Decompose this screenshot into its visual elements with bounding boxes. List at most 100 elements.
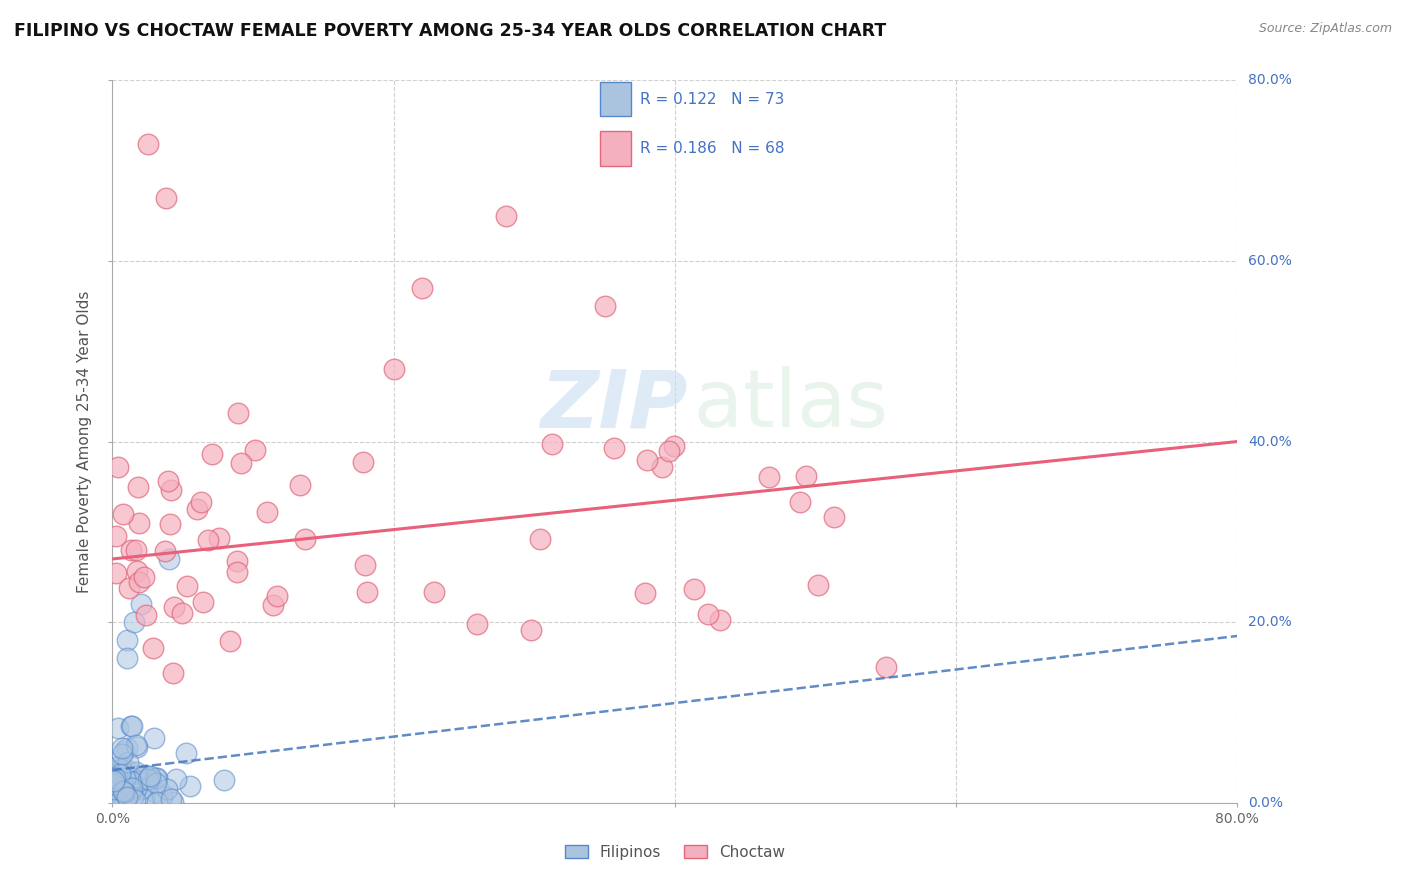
Point xyxy=(115,651,138,665)
Point xyxy=(789,494,811,508)
Point xyxy=(186,502,208,516)
Point xyxy=(127,739,149,754)
Point xyxy=(146,772,169,786)
Point xyxy=(111,775,134,789)
Point xyxy=(129,781,152,796)
Point xyxy=(105,770,128,784)
Point xyxy=(150,789,173,804)
Point xyxy=(107,766,129,780)
Point xyxy=(142,731,165,746)
Point xyxy=(170,606,193,620)
Point xyxy=(162,665,184,680)
Bar xyxy=(600,82,631,116)
Point xyxy=(294,532,316,546)
Point xyxy=(124,738,146,752)
Point xyxy=(160,792,183,806)
Point xyxy=(190,495,212,509)
Point xyxy=(107,459,129,474)
Point xyxy=(212,772,235,787)
Point xyxy=(103,771,125,785)
Point xyxy=(201,446,224,460)
Point xyxy=(156,782,179,797)
Point xyxy=(103,782,125,797)
Point xyxy=(179,779,201,793)
Point xyxy=(128,575,150,590)
Point xyxy=(155,191,177,205)
Point xyxy=(288,478,311,492)
Point xyxy=(495,209,517,223)
Point xyxy=(174,746,197,760)
Point xyxy=(162,795,184,809)
Text: 0.0%: 0.0% xyxy=(1249,796,1284,810)
Point xyxy=(135,607,157,622)
Point xyxy=(101,791,124,805)
Point xyxy=(256,505,278,519)
Text: 20.0%: 20.0% xyxy=(1249,615,1292,629)
Text: FILIPINO VS CHOCTAW FEMALE POVERTY AMONG 25-34 YEAR OLDS CORRELATION CHART: FILIPINO VS CHOCTAW FEMALE POVERTY AMONG… xyxy=(14,22,886,40)
Point xyxy=(122,615,145,630)
Point xyxy=(131,770,153,784)
Point xyxy=(262,598,284,612)
Point xyxy=(794,469,817,483)
Point xyxy=(128,773,150,788)
Point xyxy=(603,441,626,455)
Point xyxy=(111,785,134,799)
Point xyxy=(103,777,125,791)
Text: R = 0.186   N = 68: R = 0.186 N = 68 xyxy=(640,141,785,156)
Point xyxy=(124,793,146,807)
Point xyxy=(105,794,128,808)
Point xyxy=(114,785,136,799)
Point xyxy=(218,633,240,648)
Point xyxy=(176,579,198,593)
Point xyxy=(111,784,134,798)
Point xyxy=(823,510,845,524)
Point xyxy=(382,362,405,376)
Point xyxy=(139,769,162,783)
Point xyxy=(112,744,135,758)
Point xyxy=(226,565,249,579)
Point xyxy=(709,613,731,627)
Point xyxy=(125,765,148,780)
Point xyxy=(245,443,267,458)
Point xyxy=(128,516,150,530)
Point xyxy=(758,469,780,483)
Point xyxy=(228,406,250,420)
Point xyxy=(696,607,718,621)
Point xyxy=(112,785,135,799)
Point xyxy=(266,589,288,603)
Point xyxy=(465,616,488,631)
Point xyxy=(423,585,446,599)
Point xyxy=(104,529,127,543)
Point xyxy=(159,483,181,498)
Point xyxy=(136,136,159,151)
Text: ZIP: ZIP xyxy=(540,367,688,444)
Text: atlas: atlas xyxy=(540,367,889,444)
Point xyxy=(108,781,131,796)
Point xyxy=(110,778,132,792)
Point xyxy=(197,533,219,547)
Point xyxy=(117,756,139,770)
Point xyxy=(134,791,156,805)
Point xyxy=(110,791,132,805)
Point xyxy=(159,516,181,531)
Point xyxy=(121,789,143,804)
Point xyxy=(111,740,134,755)
Point xyxy=(104,788,127,802)
Point xyxy=(165,772,187,786)
Point xyxy=(231,456,253,470)
Point xyxy=(104,789,127,804)
Point xyxy=(105,763,128,777)
Text: 60.0%: 60.0% xyxy=(1249,254,1292,268)
Point xyxy=(104,566,127,580)
Point xyxy=(111,507,134,521)
Point xyxy=(163,599,186,614)
Point xyxy=(132,570,155,584)
Point xyxy=(658,444,681,458)
Point xyxy=(115,764,138,778)
Point xyxy=(127,480,149,494)
Point xyxy=(115,790,138,805)
Point xyxy=(411,281,433,295)
Point xyxy=(875,660,897,674)
Point xyxy=(115,633,138,648)
Point xyxy=(125,781,148,796)
